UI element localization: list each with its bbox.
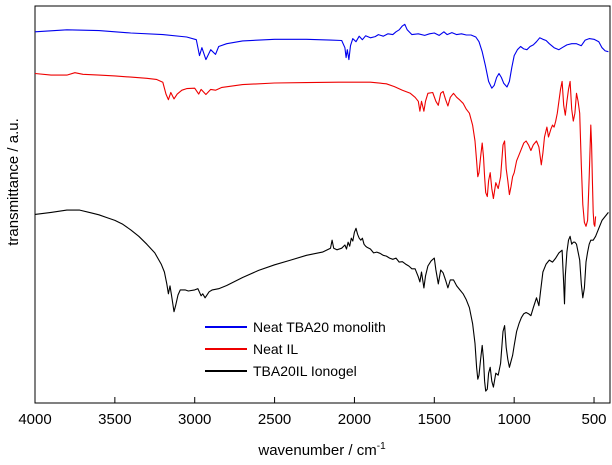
x-tick-label-1500: 1500 bbox=[418, 411, 451, 428]
series-group bbox=[34, 23, 609, 392]
legend-label-3: TBA20IL Ionogel bbox=[253, 363, 357, 379]
series-line-2 bbox=[34, 72, 597, 227]
x-tick-label-1000: 1000 bbox=[497, 411, 530, 428]
y-axis-title: transmittance / a.u. bbox=[5, 118, 22, 246]
x-axis-title-superscript: -1 bbox=[377, 441, 386, 452]
x-tick-label-3000: 3000 bbox=[178, 411, 211, 428]
series-line-1 bbox=[34, 23, 609, 89]
x-tick-label-2000: 2000 bbox=[338, 411, 371, 428]
x-tick-label-500: 500 bbox=[582, 411, 607, 428]
x-axis-ticks bbox=[34, 397, 595, 403]
x-tick-label-2500: 2500 bbox=[258, 411, 291, 428]
x-tick-label-4000: 4000 bbox=[18, 411, 51, 428]
x-axis-title-text: wavenumber / cm bbox=[257, 442, 376, 459]
legend: Neat TBA20 monolith Neat IL TBA20IL Ionoge… bbox=[205, 319, 386, 379]
x-axis-title: wavenumber / cm-1 bbox=[257, 441, 386, 459]
legend-label-2: Neat IL bbox=[253, 341, 298, 357]
legend-label-1: Neat TBA20 monolith bbox=[253, 319, 386, 335]
series-line-3 bbox=[34, 209, 609, 392]
x-axis-tick-labels: 4000 3500 3000 2500 2000 1500 1000 500 bbox=[18, 411, 606, 428]
plot-frame bbox=[34, 5, 611, 404]
x-tick-label-3500: 3500 bbox=[98, 411, 131, 428]
